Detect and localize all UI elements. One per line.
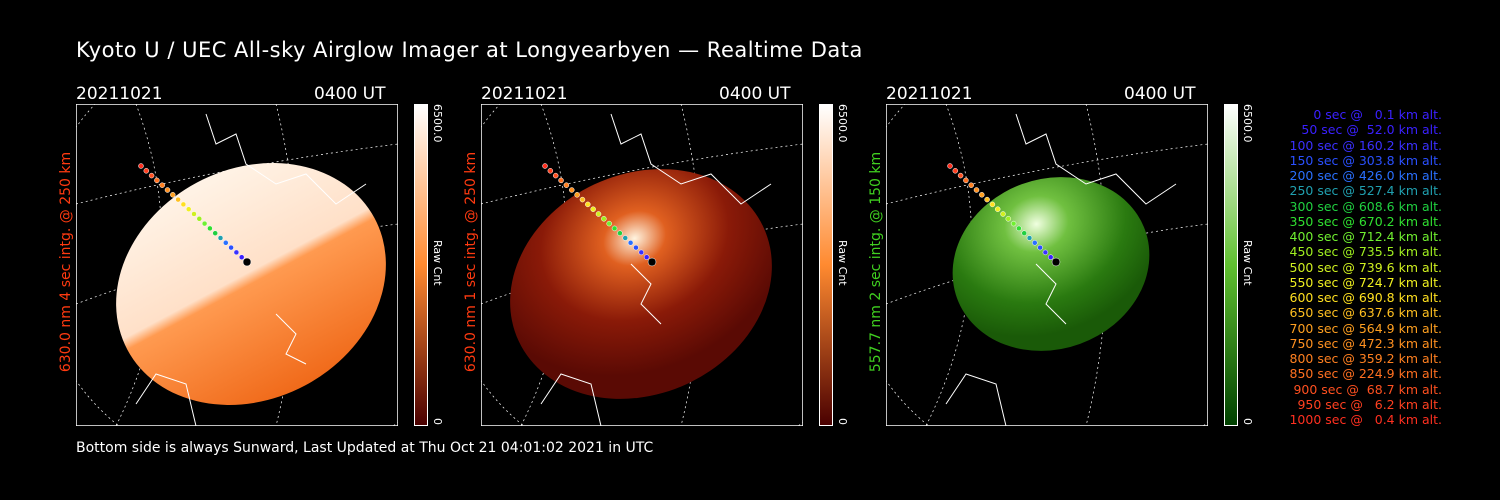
legend-item: 850 sec @ 224.9 km alt. [1285, 366, 1442, 382]
colorbar-min: 0 [836, 418, 849, 425]
legend-item: 800 sec @ 359.2 km alt. [1285, 351, 1442, 366]
allsky-image [886, 104, 1208, 426]
colorbar-label: Raw Cnt [1241, 240, 1254, 286]
airglow-panel-630-1s: 20211021 0400 UT [481, 84, 826, 429]
legend-item: 450 sec @ 735.5 km alt. [1285, 244, 1442, 260]
page-title: Kyoto U / UEC All-sky Airglow Imager at … [76, 38, 863, 62]
legend-item: 500 sec @ 739.6 km alt. [1285, 259, 1442, 275]
allsky-image [481, 104, 803, 426]
panel-side-label: 630.0 nm 4 sec intg. @ 250 km [58, 151, 74, 373]
panel-side-label: 557.7 nm 2 sec intg. @ 150 km [868, 151, 884, 373]
legend-item: 50 sec @ 52.0 km alt. [1293, 122, 1442, 138]
panel-side-label: 630.0 nm 1 sec intg. @ 250 km [463, 151, 479, 373]
colorbar-min: 0 [1241, 418, 1254, 425]
colorbar-label: Raw Cnt [431, 240, 444, 286]
legend-item: 950 sec @ 6.2 km alt. [1293, 396, 1442, 412]
legend-item: 250 sec @ 527.4 km alt. [1285, 183, 1442, 199]
panel-time: 0400 UT [1124, 84, 1196, 104]
legend-item: 350 sec @ 670.2 km alt. [1285, 213, 1442, 229]
panel-time: 0400 UT [719, 84, 791, 104]
legend-item: 100 sec @ 160.2 km alt. [1285, 137, 1442, 153]
colorbar-max: 6500.0 [1241, 104, 1254, 143]
airglow-panel-557-2s: 20211021 0400 UT [886, 84, 1231, 429]
panel-date: 20211021 [481, 84, 568, 104]
panel-date: 20211021 [886, 84, 973, 104]
legend-item: 400 sec @ 712.4 km alt. [1285, 229, 1442, 244]
trajectory-legend: 0 sec @ 0.1 km alt. 50 sec @ 52.0 km alt… [1262, 107, 1442, 427]
legend-item: 550 sec @ 724.7 km alt. [1285, 274, 1442, 290]
legend-item: 600 sec @ 690.8 km alt. [1285, 290, 1442, 305]
legend-item: 150 sec @ 303.8 km alt. [1285, 152, 1442, 168]
legend-item: 900 sec @ 68.7 km alt. [1289, 381, 1442, 397]
legend-item: 0 sec @ 0.1 km alt. [1301, 107, 1442, 122]
footer-note: Bottom side is always Sunward, Last Upda… [76, 440, 654, 456]
legend-item: 200 sec @ 426.0 km alt. [1285, 168, 1442, 183]
colorbar-max: 6500.0 [836, 104, 849, 143]
legend-item: 650 sec @ 637.6 km alt. [1285, 305, 1442, 321]
legend-item: 1000 sec @ 0.4 km alt. [1289, 412, 1442, 427]
colorbar-max: 6500.0 [431, 104, 444, 143]
panel-time: 0400 UT [314, 84, 386, 104]
legend-item: 750 sec @ 472.3 km alt. [1285, 335, 1442, 351]
colorbar-min: 0 [431, 418, 444, 425]
legend-item: 300 sec @ 608.6 km alt. [1285, 198, 1442, 214]
legend-item: 700 sec @ 564.9 km alt. [1285, 320, 1442, 336]
allsky-image [76, 104, 398, 426]
panel-date: 20211021 [76, 84, 163, 104]
colorbar [414, 104, 428, 426]
colorbar [819, 104, 833, 426]
colorbar-label: Raw Cnt [836, 240, 849, 286]
airglow-panel-630-4s: 20211021 0400 UT [76, 84, 421, 429]
colorbar [1224, 104, 1238, 426]
